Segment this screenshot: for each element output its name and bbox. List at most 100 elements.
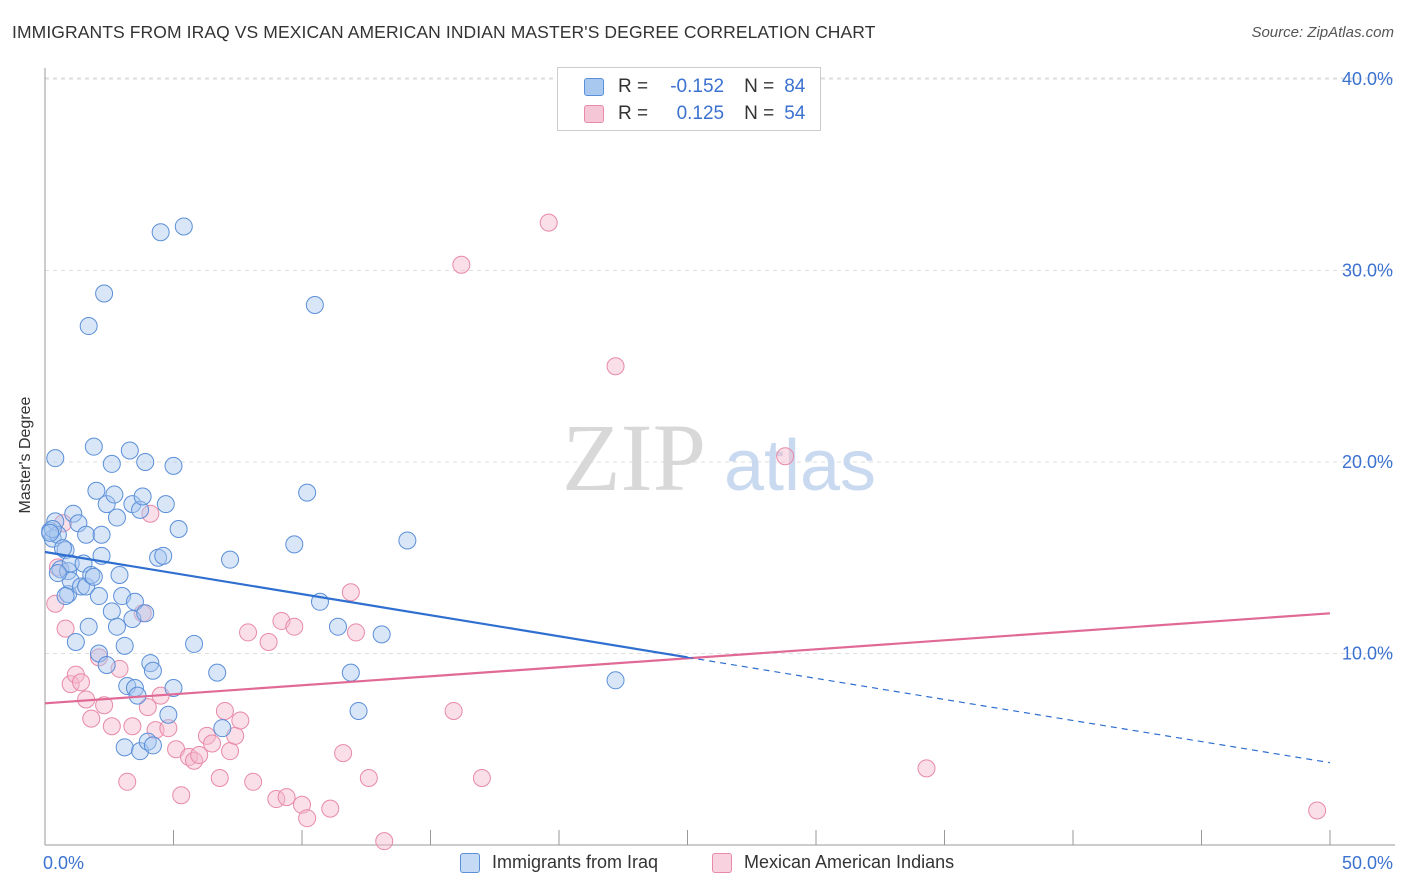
series-immigrants-from-iraq: [41, 217, 625, 761]
data-point-mexican: [285, 617, 304, 636]
data-point-iraq: [79, 617, 98, 636]
data-point-mexican: [444, 701, 463, 720]
data-point-mexican: [239, 623, 258, 642]
data-point-mexican: [341, 583, 360, 602]
data-point-mexican: [123, 717, 142, 736]
trend-line-iraq: [44, 550, 688, 659]
data-point-mexican: [159, 719, 178, 738]
data-point-mexican: [185, 751, 204, 770]
data-point-iraq: [102, 454, 121, 473]
data-point-mexican: [472, 768, 491, 787]
chart-title: IMMIGRANTS FROM IRAQ VS MEXICAN AMERICAN…: [12, 22, 876, 42]
data-point-iraq: [79, 317, 98, 336]
source-label: Source: ZipAtlas.com: [1251, 24, 1394, 41]
data-point-mexican: [359, 768, 378, 787]
data-point-mexican: [138, 698, 157, 717]
data-point-iraq: [107, 508, 126, 527]
data-point-iraq: [61, 554, 80, 573]
y-tick-label: 20.0%: [1342, 452, 1393, 472]
x-tick-label: 0.0%: [43, 853, 84, 873]
legend-label-mexican: Mexican American Indians: [744, 852, 955, 872]
data-point-iraq: [328, 617, 347, 636]
data-point-iraq: [156, 495, 175, 514]
legend-swatch-blue: [584, 78, 604, 96]
data-point-iraq: [349, 701, 368, 720]
data-point-iraq: [143, 661, 162, 680]
data-point-iraq: [64, 504, 83, 523]
data-point-iraq: [285, 535, 304, 554]
data-point-iraq: [102, 602, 121, 621]
data-point-mexican: [1308, 801, 1327, 820]
legend-item-mexican[interactable]: Mexican American Indians: [712, 852, 954, 873]
data-point-mexican: [56, 619, 75, 638]
data-point-iraq: [84, 567, 103, 586]
legend-r-value: 0.125: [676, 103, 725, 124]
data-point-iraq: [341, 663, 360, 682]
data-point-iraq: [89, 587, 108, 606]
data-point-iraq: [82, 565, 101, 584]
data-point-mexican: [231, 711, 250, 730]
legend-row-mexican: R = 0.125 N = 54: [584, 102, 805, 126]
data-point-iraq: [46, 449, 65, 468]
data-point-iraq: [71, 577, 90, 596]
axes: [44, 68, 1395, 846]
data-point-mexican: [539, 213, 558, 232]
trend-line-mexican: [44, 612, 1331, 705]
data-point-iraq: [372, 625, 391, 644]
data-point-iraq: [398, 531, 417, 550]
data-point-iraq: [97, 655, 116, 674]
data-point-iraq: [125, 592, 144, 611]
legend-label-iraq: Immigrants from Iraq: [492, 852, 659, 872]
legend-n-label: N =: [744, 103, 775, 124]
stats-legend: R = -0.152 N = 84 R = 0.125 N = 54: [557, 67, 821, 131]
data-point-mexican: [221, 742, 240, 761]
data-point-mexican: [89, 648, 108, 667]
data-point-mexican: [203, 734, 222, 753]
data-point-iraq: [48, 564, 67, 583]
legend-row-iraq: R = -0.152 N = 84: [584, 75, 805, 99]
data-point-iraq: [136, 453, 155, 471]
data-point-mexican: [375, 832, 394, 851]
data-point-iraq: [164, 678, 183, 697]
x-tick-label: 50.0%: [1342, 853, 1393, 873]
watermark-zip: ZIP: [562, 404, 706, 511]
data-point-iraq: [66, 633, 85, 652]
data-point-mexican: [298, 809, 317, 828]
legend-n-value: 84: [784, 76, 806, 97]
data-point-iraq: [606, 671, 625, 690]
data-point-mexican: [321, 799, 340, 818]
legend-swatch-blue: [460, 852, 480, 873]
data-point-mexican: [190, 745, 209, 764]
data-point-iraq: [84, 437, 103, 456]
data-point-iraq: [110, 565, 129, 584]
data-point-iraq: [174, 217, 193, 236]
trend-line-iraq-extrapolated: [687, 656, 1331, 764]
y-tick-label: 40.0%: [1342, 69, 1393, 89]
data-point-iraq: [41, 523, 60, 542]
data-point-mexican: [102, 717, 121, 736]
legend-n-label: N =: [744, 76, 775, 97]
data-point-iraq: [221, 550, 240, 569]
data-point-iraq: [136, 604, 155, 623]
data-point-iraq: [77, 525, 96, 544]
y-tick-label: 30.0%: [1342, 261, 1393, 281]
data-point-mexican: [172, 786, 191, 805]
data-point-mexican: [293, 795, 311, 814]
data-point-iraq: [133, 487, 152, 506]
data-point-iraq: [115, 636, 134, 655]
data-point-mexican: [141, 504, 160, 523]
data-point-mexican: [215, 701, 234, 720]
data-point-mexican: [334, 744, 353, 763]
data-point-mexican: [452, 255, 471, 274]
tick-labels: 10.0% 20.0% 30.0% 40.0% 0.0% 50.0%: [43, 69, 1393, 873]
series-mexican-american-indians: [46, 213, 1327, 851]
y-tick-label: 10.0%: [1342, 644, 1393, 664]
legend-item-iraq[interactable]: Immigrants from Iraq: [460, 852, 658, 873]
data-point-mexican: [71, 673, 90, 692]
data-point-mexican: [244, 772, 263, 791]
data-point-iraq: [154, 546, 173, 565]
data-point-iraq: [97, 495, 116, 514]
data-point-mexican: [95, 696, 114, 715]
legend-swatch-pink: [584, 105, 604, 123]
